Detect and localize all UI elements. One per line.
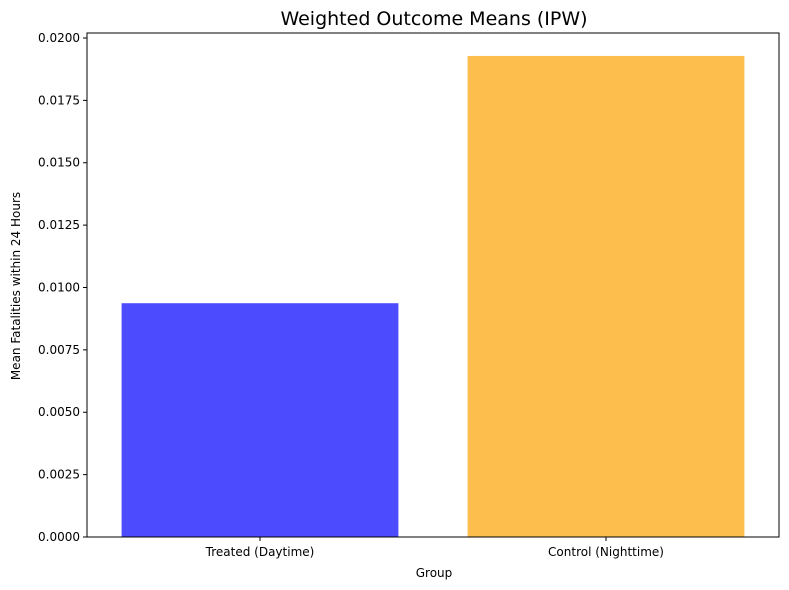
bar-1 [467,55,745,537]
y-tick-label: 0.0075 [38,343,80,357]
y-tick-label: 0.0025 [38,468,80,482]
y-tick-label: 0.0175 [38,93,80,107]
x-axis-ticks: Treated (Daytime) Control (Nighttime) [205,537,664,559]
y-tick-label: 0.0200 [38,31,80,45]
x-axis-label: Group [416,566,453,580]
y-tick-label: 0.0000 [38,530,80,544]
bars-group [121,55,745,537]
y-tick-label: 0.0100 [38,280,80,294]
axes-frame [86,32,780,538]
y-tick-label: 0.0150 [38,156,80,170]
bar-0 [121,303,399,537]
y-axis-label: Mean Fatalities within 24 Hours [9,192,23,380]
x-tick-label: Control (Nighttime) [548,545,664,559]
y-axis-ticks: 0.0000 0.0025 0.0050 0.0075 0.0100 0.0125 0.01… [38,31,87,544]
x-tick-label: Treated (Daytime) [205,545,315,559]
y-tick-label: 0.0125 [38,218,80,232]
chart-title: Weighted Outcome Means (IPW) [280,8,587,30]
y-tick-label: 0.0050 [38,405,80,419]
